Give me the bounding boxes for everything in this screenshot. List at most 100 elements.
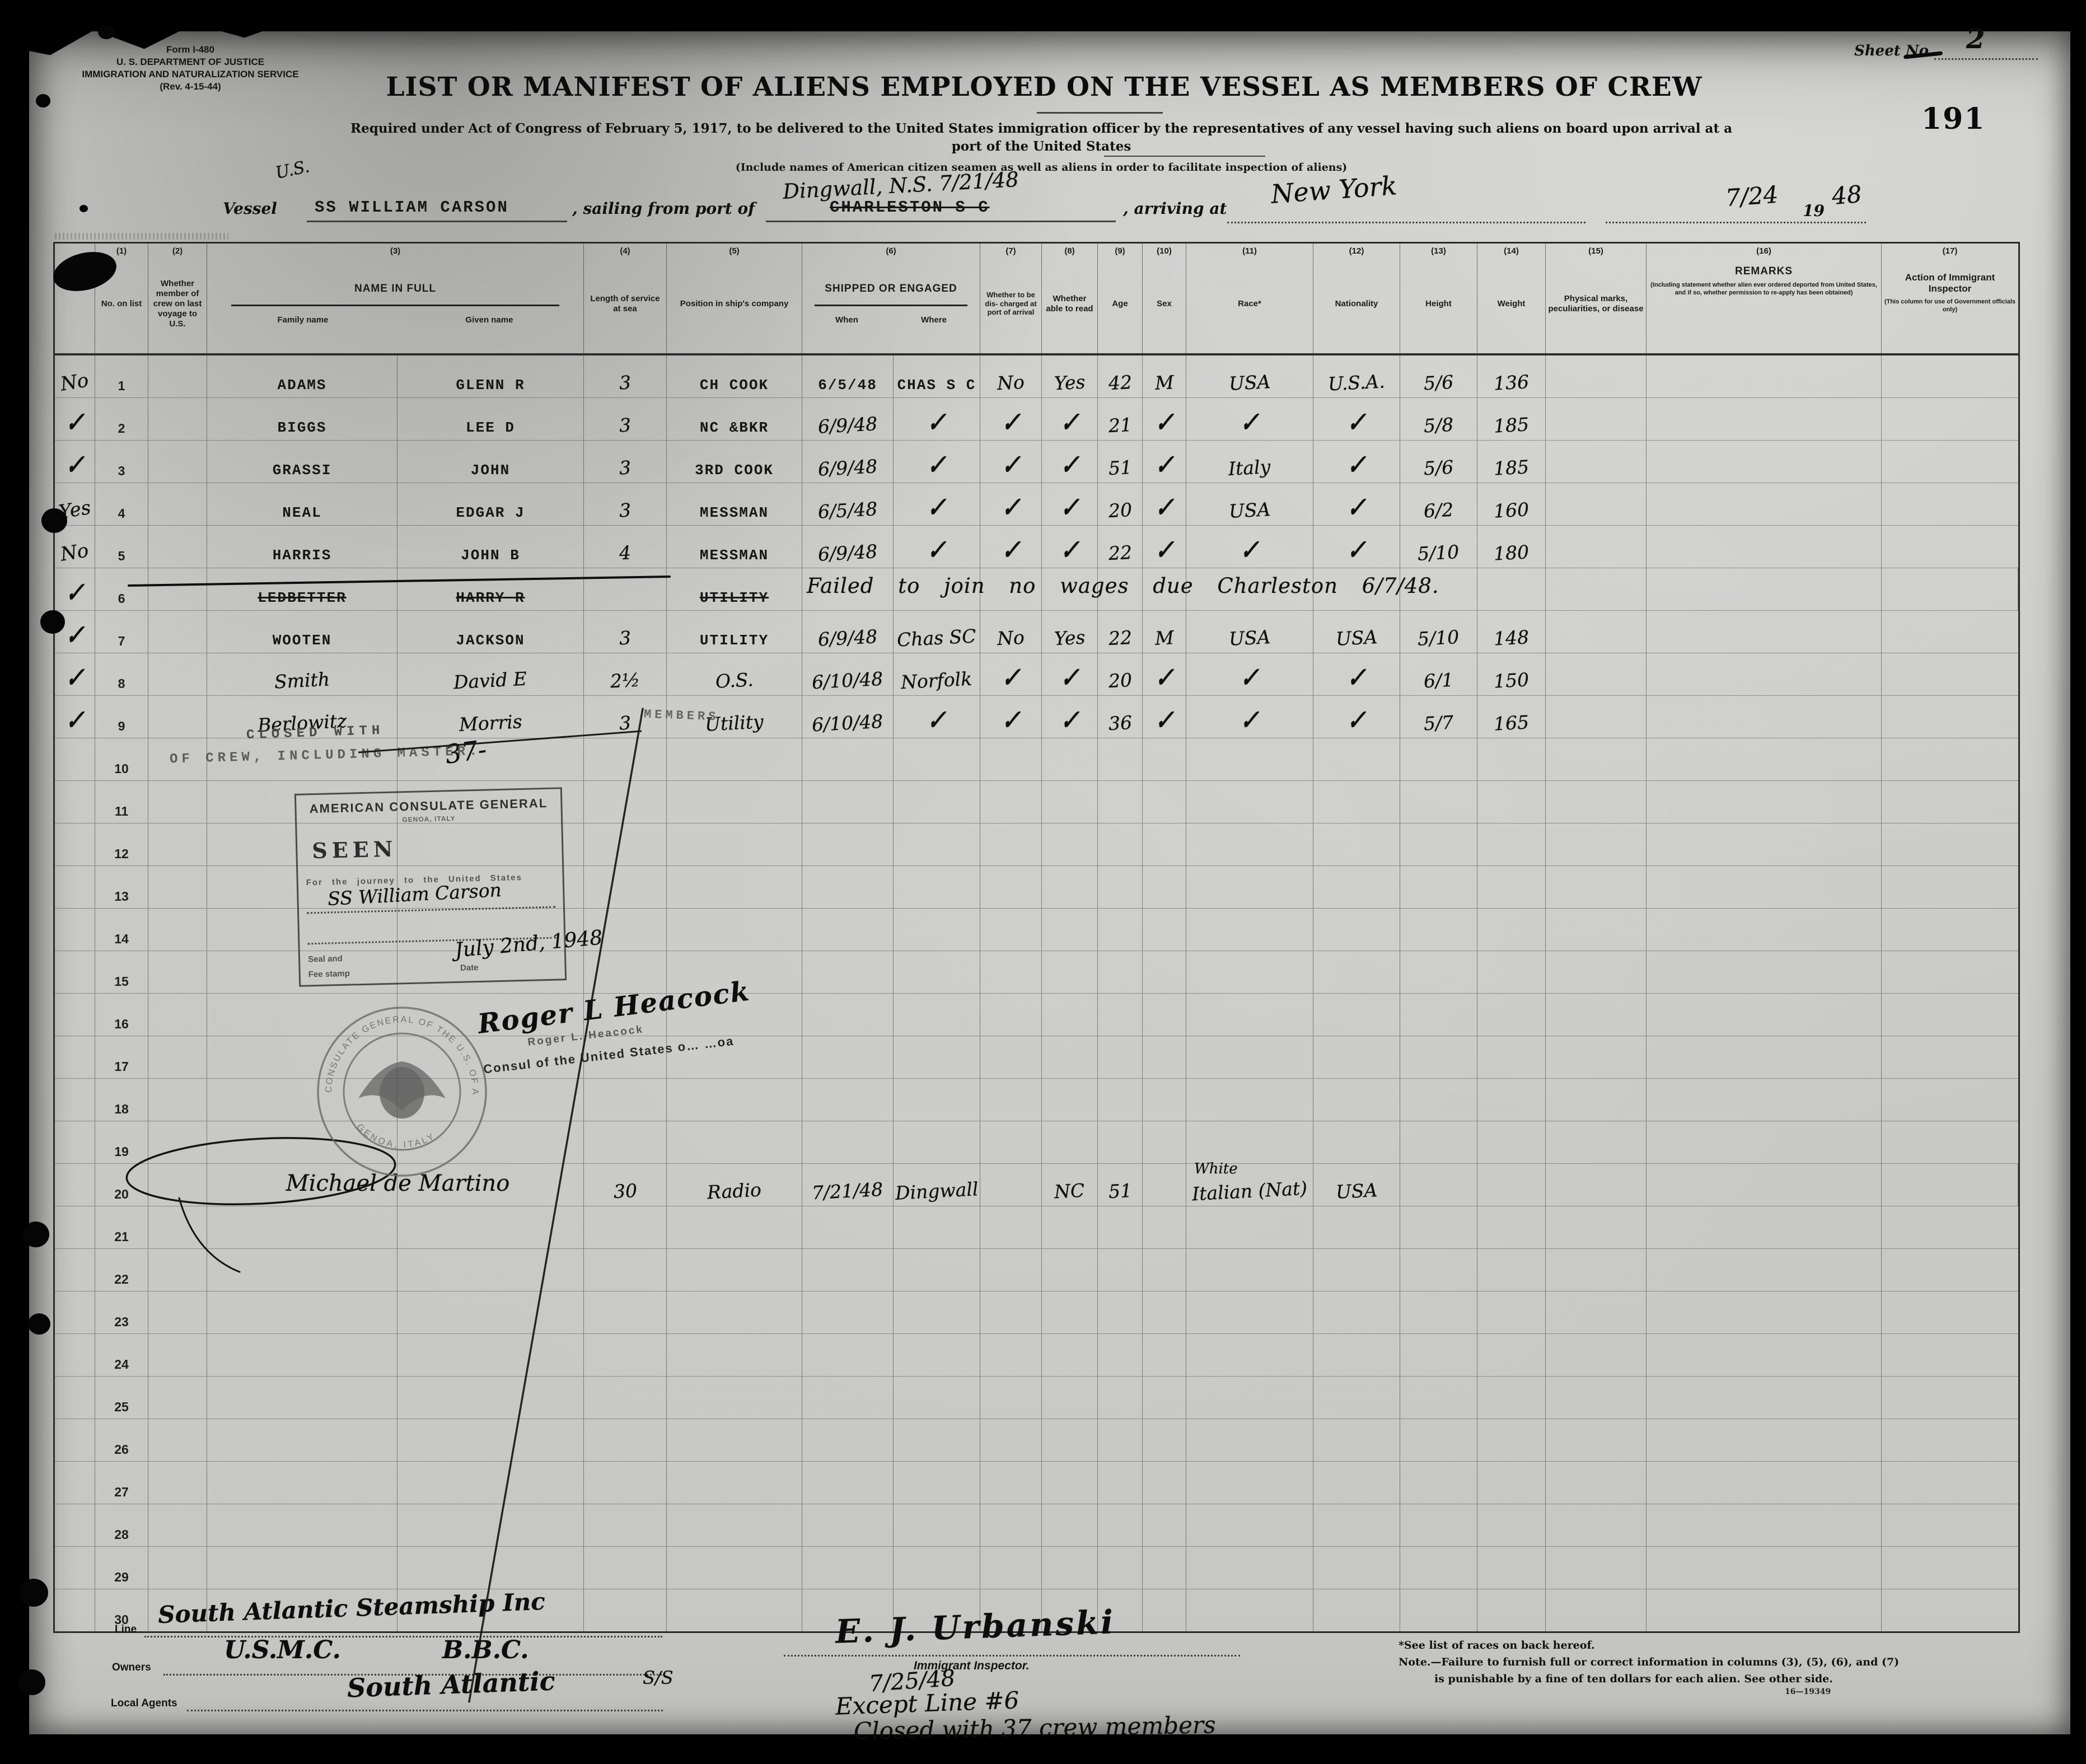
cell-sex (1143, 1079, 1186, 1121)
cell-action (1882, 653, 2018, 695)
cell-when (802, 951, 894, 993)
cell-where (894, 1036, 980, 1078)
cell-no: 20 (95, 1164, 148, 1206)
cell-position: Radio (667, 1164, 802, 1206)
cell-value-no: 8 (118, 676, 125, 691)
cell-value-race: ✓ (1240, 534, 1260, 566)
cell-discharge (980, 1121, 1042, 1163)
fine-note-2: is punishable by a fine of ten dollars f… (1434, 1673, 1833, 1685)
cell-whether (148, 483, 207, 525)
manifest-header: (1) No. on list (2) Whether member of crew… (55, 244, 2018, 355)
cell-marks (1546, 1419, 1647, 1461)
cell-value-weight: 148 (1493, 626, 1530, 650)
cell-value-height: 5/10 (1417, 626, 1460, 650)
cell-remarks (1647, 738, 1882, 780)
seen-stamp: SEEN (311, 836, 397, 864)
cell-read: ✓ (1042, 526, 1098, 568)
cell-length: 3 (584, 398, 667, 440)
cell-where (894, 1121, 980, 1163)
cell-nationality (1313, 1589, 1400, 1631)
header-margin (55, 244, 95, 353)
cell-marks (1546, 696, 1647, 738)
cell-marks (1546, 1292, 1647, 1333)
cell-family (207, 909, 397, 951)
cell-age (1098, 1036, 1143, 1078)
cell-value-weight: 180 (1493, 541, 1530, 565)
cell-when: 7/21/48 (802, 1164, 894, 1206)
cell-whether (148, 526, 207, 568)
cell-value-no: 6 (118, 591, 125, 606)
cell-value-read: Yes (1053, 626, 1086, 650)
subtitle-rule (1104, 156, 1265, 157)
cell-weight (1477, 781, 1546, 823)
cell-marks (1546, 781, 1647, 823)
cell-value-nationality: USA (1335, 1179, 1378, 1203)
cell-action (1882, 1334, 2018, 1376)
cell-position (667, 1121, 802, 1163)
cell-value-read: Yes (1053, 371, 1086, 395)
cell-whether (148, 1547, 207, 1589)
cell-sex (1143, 1547, 1186, 1589)
cell-race (1186, 781, 1313, 823)
local-agents-label: Local Agents (111, 1697, 177, 1709)
cell-nationality (1313, 1036, 1400, 1078)
cell-margin (55, 866, 95, 908)
cell-discharge (980, 1462, 1042, 1504)
manifest-row-19: 19 (55, 1121, 2018, 1164)
cell-sex (1143, 951, 1186, 993)
cell-action (1882, 1292, 2018, 1333)
cell-weight (1477, 1504, 1546, 1546)
cell-value-family: Smith (274, 668, 330, 693)
cell-value-no: 5 (118, 549, 125, 563)
cell-sex (1143, 1036, 1186, 1078)
cell-value-read: ✓ (1060, 406, 1079, 438)
cell-position: O.S. (667, 653, 802, 695)
cell-value-race: USA (1228, 626, 1271, 650)
cell-family (207, 866, 397, 908)
cell-sex: M (1143, 611, 1186, 653)
cell-family: WOOTEN (207, 611, 397, 653)
cell-whether (148, 611, 207, 653)
cell-weight (1477, 823, 1546, 865)
cell-whether (148, 1334, 207, 1376)
cell-position: UTILITY (667, 568, 802, 610)
cell-discharge (980, 1334, 1042, 1376)
header-col-9: (9) Age (1098, 244, 1143, 353)
cell-remarks (1647, 866, 1882, 908)
cell-where (894, 994, 980, 1036)
cell-remarks (1647, 1079, 1882, 1121)
cell-where (894, 1292, 980, 1333)
manifest-row-18: 18 (55, 1079, 2018, 1121)
cell-weight (1477, 951, 1546, 993)
cell-nationality: ✓ (1313, 398, 1400, 440)
cell-weight (1477, 1377, 1546, 1419)
cell-family (207, 1589, 397, 1631)
cell-sex (1143, 1334, 1186, 1376)
cell-no: 19 (95, 1121, 148, 1163)
vessel-name: SS WILLIAM CARSON (315, 198, 509, 217)
cell-margin (55, 738, 95, 780)
cell-no: 22 (95, 1249, 148, 1291)
row-remark-note: Failed to join no wages due Charleston 6… (807, 574, 1439, 598)
port-line (766, 221, 1116, 222)
cell-marks (1546, 441, 1647, 483)
cell-when: 6/9/48 (802, 526, 894, 568)
cell-remarks (1647, 611, 1882, 653)
cell-action (1882, 611, 2018, 653)
cell-nationality (1313, 1249, 1400, 1291)
cell-given: HARRY R (397, 568, 584, 610)
cell-whether (148, 568, 207, 610)
manifest-row-1: No 1 ADAMS GLENN R 3 CH COOK 6/5/48 CHAS S C No Y… (55, 355, 2018, 398)
cell-when (802, 823, 894, 865)
cell-race (1186, 1292, 1313, 1333)
header-col-17: (17) Action of Immigrant Inspector (This c… (1884, 246, 2016, 313)
cell-value-when: 6/9/48 (817, 413, 878, 438)
cell-remarks (1647, 441, 1882, 483)
year-printed: 19 (1803, 202, 1825, 220)
cell-where (894, 866, 980, 908)
cell-when (802, 738, 894, 780)
cell-given (397, 1504, 584, 1546)
manifest-row-26: 26 (55, 1419, 2018, 1462)
cell-margin (55, 1292, 95, 1333)
cell-action (1882, 1462, 2018, 1504)
